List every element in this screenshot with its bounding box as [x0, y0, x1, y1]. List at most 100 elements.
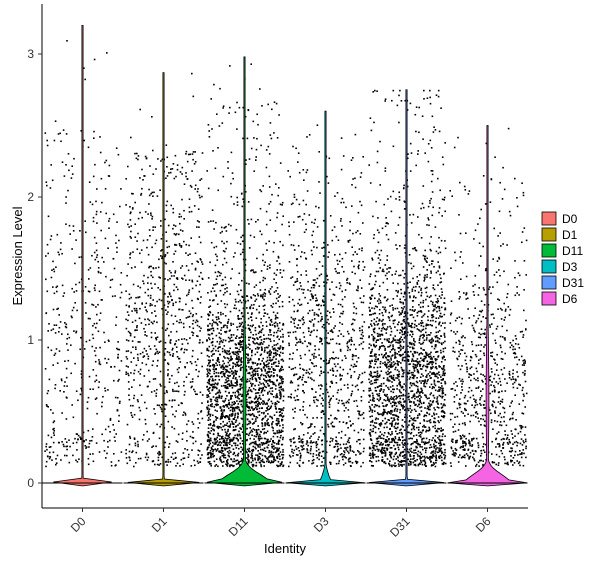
- data-point: [104, 188, 107, 190]
- data-point: [222, 107, 224, 109]
- data-point: [311, 441, 313, 444]
- data-point: [129, 235, 132, 238]
- data-point: [188, 453, 190, 456]
- data-point: [109, 279, 112, 281]
- data-point: [98, 381, 100, 383]
- data-point: [337, 239, 340, 241]
- data-point: [236, 355, 238, 357]
- data-point: [435, 441, 438, 444]
- data-point: [239, 463, 241, 466]
- data-point: [58, 441, 60, 444]
- data-point: [246, 307, 248, 309]
- data-point: [128, 293, 131, 296]
- data-point: [251, 413, 254, 415]
- data-point: [116, 409, 119, 412]
- data-point: [46, 243, 49, 246]
- data-point: [187, 269, 190, 272]
- data-point: [308, 342, 310, 344]
- data-point: [237, 343, 240, 345]
- data-point: [209, 415, 212, 417]
- data-point: [139, 108, 141, 111]
- data-point: [261, 419, 263, 421]
- data-point: [127, 263, 129, 265]
- data-point: [137, 443, 139, 446]
- data-point: [261, 448, 264, 451]
- data-point: [79, 230, 81, 232]
- data-point: [306, 345, 309, 348]
- data-point: [137, 232, 139, 235]
- data-point: [333, 327, 335, 329]
- data-point: [161, 308, 163, 310]
- data-point: [206, 386, 208, 388]
- data-point: [88, 290, 91, 293]
- data-point: [168, 442, 171, 445]
- data-point: [174, 382, 176, 385]
- data-point: [251, 319, 253, 322]
- data-point: [398, 389, 401, 391]
- data-point: [328, 403, 331, 406]
- data-point: [240, 366, 242, 369]
- data-point: [54, 332, 57, 334]
- data-point: [214, 441, 217, 443]
- data-point: [277, 329, 279, 332]
- data-point: [298, 441, 301, 443]
- data-point: [358, 412, 360, 415]
- data-point: [389, 363, 391, 366]
- data-point: [256, 351, 259, 354]
- data-point: [267, 365, 270, 368]
- data-point: [293, 322, 295, 325]
- data-point: [212, 414, 214, 417]
- data-point: [231, 413, 234, 415]
- data-point: [155, 392, 158, 395]
- data-point: [137, 285, 139, 287]
- data-point: [421, 353, 424, 355]
- data-point: [409, 437, 412, 440]
- data-point: [225, 463, 227, 465]
- data-point: [238, 433, 241, 436]
- data-point: [199, 179, 201, 181]
- data-point: [403, 321, 406, 323]
- data-point: [357, 377, 359, 380]
- data-point: [444, 142, 446, 144]
- data-point: [255, 317, 258, 319]
- data-point: [147, 456, 150, 459]
- data-point: [217, 403, 219, 406]
- data-point: [319, 338, 322, 340]
- data-point: [281, 420, 283, 422]
- data-point: [272, 461, 275, 464]
- data-point: [267, 334, 270, 336]
- data-point: [125, 373, 127, 375]
- data-point: [159, 425, 161, 428]
- data-point: [419, 380, 421, 382]
- data-point: [282, 360, 285, 362]
- data-point: [245, 398, 248, 401]
- data-point: [385, 444, 387, 447]
- data-point: [231, 406, 233, 409]
- data-point: [280, 367, 282, 370]
- data-point: [227, 437, 229, 440]
- data-point: [388, 311, 391, 314]
- data-point: [316, 124, 319, 126]
- data-point: [282, 389, 285, 392]
- data-point: [279, 345, 282, 347]
- data-point: [142, 239, 145, 242]
- data-point: [228, 418, 231, 420]
- data-point: [241, 448, 244, 451]
- data-point: [186, 430, 188, 433]
- data-point: [186, 449, 189, 451]
- data-point: [429, 393, 432, 396]
- data-point: [281, 443, 284, 446]
- data-point: [93, 322, 96, 325]
- data-point: [240, 341, 242, 343]
- data-point: [302, 462, 304, 464]
- data-point: [104, 357, 106, 360]
- data-point: [118, 420, 120, 422]
- data-point: [143, 327, 145, 330]
- data-point: [165, 309, 167, 311]
- data-point: [216, 275, 219, 278]
- data-point: [280, 434, 282, 437]
- data-point: [95, 256, 98, 259]
- data-point: [199, 196, 201, 199]
- data-point: [231, 384, 234, 387]
- data-point: [259, 403, 261, 405]
